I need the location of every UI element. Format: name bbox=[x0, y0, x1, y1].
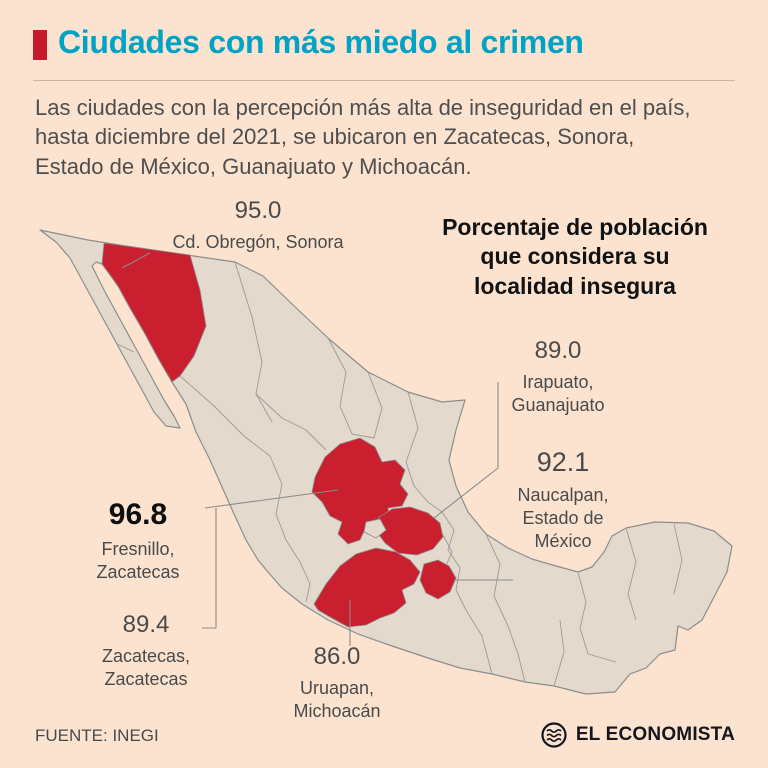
callout-place: Zacatecas bbox=[96, 561, 180, 582]
callout-value-emphasized: 96.8 bbox=[108, 498, 168, 531]
callout-place: Fresnillo, bbox=[101, 539, 175, 559]
callout-place: Estado de bbox=[522, 507, 604, 528]
state-edomex bbox=[419, 559, 457, 600]
state-borders bbox=[116, 261, 683, 687]
map-metric-line: localidad insegura bbox=[474, 272, 676, 299]
title-divider bbox=[33, 80, 735, 81]
highlighted-states bbox=[101, 242, 457, 628]
callout-place: Guanajuato bbox=[511, 394, 605, 415]
callout-value: 92.1 bbox=[536, 447, 590, 477]
callout-value: 95.0 bbox=[234, 197, 282, 224]
callout-value: 86.0 bbox=[313, 643, 361, 670]
callout-place: México bbox=[534, 530, 592, 551]
callout-place: Naucalpan, bbox=[517, 485, 609, 505]
callout-irapuato: 89.0 Irapuato, Guanajuato bbox=[472, 337, 644, 417]
page-title: Ciudades con más miedo al crimen bbox=[58, 24, 584, 60]
state-michoacan bbox=[313, 547, 421, 628]
leader-fresnillo bbox=[204, 489, 339, 509]
leader-zacatecas bbox=[202, 508, 217, 629]
callout-place: Cd. Obregón, Sonora bbox=[172, 232, 344, 252]
callout-fresnillo: 96.8 Fresnillo, Zacatecas bbox=[62, 498, 214, 584]
state-aguascalientes bbox=[363, 518, 387, 539]
callout-place: Zacatecas, bbox=[101, 646, 191, 666]
state-guanajuato bbox=[375, 506, 444, 556]
callout-place: Michoacán bbox=[293, 700, 381, 721]
callout-place: Zacatecas bbox=[104, 668, 188, 689]
mexico-map bbox=[39, 229, 733, 695]
map-metric-line: que considera su bbox=[480, 243, 670, 270]
el-economista-icon bbox=[541, 722, 567, 748]
intro-text: Las ciudades con la percepción más alta … bbox=[35, 95, 691, 179]
leader-irapuato bbox=[433, 382, 499, 519]
callout-value: 89.4 bbox=[122, 611, 170, 638]
map-metric-line: Porcentaje de población bbox=[442, 214, 708, 240]
leader-obregon bbox=[121, 252, 151, 269]
source-text: FUENTE: INEGI bbox=[35, 726, 159, 745]
callout-naucalpan: 92.1 Naucalpan, Estado de México bbox=[482, 447, 644, 553]
callout-value: 89.0 bbox=[534, 337, 582, 364]
brand-wordmark: EL ECONOMISTA bbox=[575, 724, 735, 745]
callout-cd-obregon: 95.0 Cd. Obregón, Sonora bbox=[143, 197, 373, 254]
callout-place: Uruapan, bbox=[299, 678, 375, 698]
map-area bbox=[30, 222, 740, 712]
state-sonora bbox=[101, 242, 207, 383]
red-accent-bar bbox=[33, 30, 47, 60]
callout-uruapan: 86.0 Uruapan, Michoacán bbox=[262, 643, 412, 723]
el-economista-logo: EL ECONOMISTA bbox=[540, 721, 735, 749]
leader-lines bbox=[121, 252, 513, 646]
map-metric-heading: Porcentaje de población que considera su… bbox=[412, 213, 738, 301]
callout-zacatecas: 89.4 Zacatecas, Zacatecas bbox=[70, 611, 222, 691]
callout-place: Irapuato, bbox=[522, 372, 594, 392]
